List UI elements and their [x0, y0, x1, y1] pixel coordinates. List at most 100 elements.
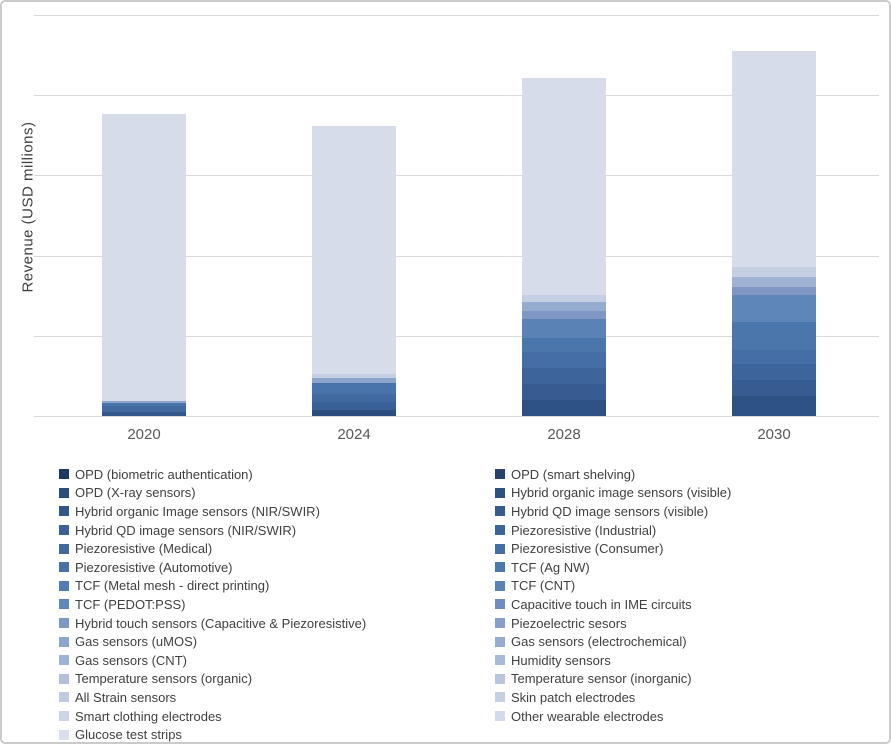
legend-item-label: Piezoelectric sesors: [511, 615, 627, 631]
legend-swatch-icon: [495, 580, 505, 591]
legend-item: Hybrid QD image sensors (visible): [495, 502, 879, 521]
legend-item-label: OPD (smart shelving): [511, 466, 636, 482]
gridline: [34, 255, 879, 257]
gridline: [34, 335, 879, 337]
stacked-bar-2020: [102, 114, 186, 416]
plot-area: [34, 15, 879, 417]
legend-swatch-icon: [59, 580, 69, 591]
legend-item-label: Hybrid QD image sensors (NIR/SWIR): [75, 522, 297, 538]
legend-swatch-icon: [495, 562, 505, 573]
legend-item: Gas sensors (uMOS): [59, 632, 495, 651]
legend-item: OPD (biometric authentication): [59, 465, 495, 484]
legend-item-label: OPD (X-ray sensors): [75, 485, 196, 501]
legend-item-label: TCF (PEDOT:PSS): [75, 596, 186, 612]
legend-swatch-icon: [59, 562, 69, 573]
x-axis-label-2030: 2030: [757, 426, 791, 443]
stacked-bar-2024: [312, 126, 396, 416]
legend-item-label: TCF (Metal mesh - direct printing): [75, 578, 270, 594]
legend-swatch-icon: [59, 525, 69, 536]
bar-slot-2020: [39, 15, 249, 416]
legend-item-label: Hybrid organic image sensors (visible): [511, 485, 732, 501]
legend-item-label: Humidity sensors: [511, 652, 611, 668]
legend-swatch-icon: [495, 469, 505, 480]
legend-swatch-icon: [495, 525, 505, 536]
bars-row: [39, 15, 879, 416]
gridline: [34, 416, 879, 417]
legend-swatch-icon: [495, 636, 505, 647]
legend-item: OPD (X-ray sensors): [59, 484, 495, 503]
legend-item: Hybrid organic image sensors (visible): [495, 484, 879, 503]
legend-swatch-icon: [59, 729, 69, 740]
legend-item-label: TCF (Ag NW): [511, 559, 590, 575]
legend-column-right: OPD (smart shelving) Hybrid organic imag…: [495, 465, 879, 742]
x-axis-label-2024: 2024: [337, 426, 371, 443]
legend-item: Piezoresistive (Medical): [59, 539, 495, 558]
stacked-bar-2028: [522, 77, 606, 416]
legend-swatch-icon: [59, 618, 69, 629]
legend-item: Skin patch electrodes: [495, 688, 879, 707]
legend-item: Temperature sensor (inorganic): [495, 670, 879, 689]
gridline: [34, 95, 879, 97]
legend-swatch-icon: [59, 469, 69, 480]
legend-item-label: Gas sensors (electrochemical): [511, 634, 687, 650]
legend-swatch-icon: [59, 711, 69, 722]
x-axis-label-2020: 2020: [127, 426, 161, 443]
legend-item: OPD (smart shelving): [495, 465, 879, 484]
legend-item: Gas sensors (CNT): [59, 651, 495, 670]
legend-item: Piezoresistive (Consumer): [495, 539, 879, 558]
legend-item: Gas sensors (electrochemical): [495, 632, 879, 651]
legend-swatch-icon: [59, 487, 69, 498]
bar-slot-2030: [669, 15, 879, 416]
legend-swatch-icon: [59, 673, 69, 684]
legend-item: Hybrid touch sensors (Capacitive & Piezo…: [59, 614, 495, 633]
legend-swatch-icon: [59, 543, 69, 554]
legend-item-label: OPD (biometric authentication): [75, 466, 253, 482]
legend-swatch-icon: [495, 543, 505, 554]
legend-item: All Strain sensors: [59, 688, 495, 707]
legend-item-label: Hybrid organic Image sensors (NIR/SWIR): [75, 503, 320, 519]
legend-item-label: Piezoresistive (Consumer): [511, 541, 664, 557]
legend-item-label: Piezoresistive (Automotive): [75, 559, 233, 575]
legend-swatch-icon: [495, 506, 505, 517]
legend-item: Smart clothing electrodes: [59, 707, 495, 726]
legend-swatch-icon: [495, 673, 505, 684]
legend-item-label: Skin patch electrodes: [511, 689, 636, 705]
legend-swatch-icon: [59, 655, 69, 666]
stacked-bar-2030: [732, 50, 816, 416]
legend-item: Hybrid organic Image sensors (NIR/SWIR): [59, 502, 495, 521]
legend-item-label: Other wearable electrodes: [511, 708, 664, 724]
legend-item: Humidity sensors: [495, 651, 879, 670]
legend-swatch-icon: [495, 655, 505, 666]
y-axis-title: Revenue (USD millions): [19, 121, 37, 293]
legend-item: TCF (PEDOT:PSS): [59, 595, 495, 614]
legend-item: Piezoresistive (Industrial): [495, 521, 879, 540]
legend-item-label: Smart clothing electrodes: [75, 708, 222, 724]
legend-swatch-icon: [495, 711, 505, 722]
legend-item-label: Gas sensors (CNT): [75, 652, 187, 668]
legend-item: Temperature sensors (organic): [59, 670, 495, 689]
legend-item: Piezoresistive (Automotive): [59, 558, 495, 577]
x-axis-labels: 2020 2024 2028 2030: [39, 426, 879, 443]
legend-swatch-icon: [495, 487, 505, 498]
legend-item-label: Piezoresistive (Industrial): [511, 522, 657, 538]
legend-item-label: Temperature sensors (organic): [75, 671, 253, 687]
legend-swatch-icon: [495, 599, 505, 610]
legend: OPD (biometric authentication) OPD (X-ra…: [59, 465, 879, 743]
legend-swatch-icon: [59, 636, 69, 647]
legend-item-label: Hybrid touch sensors (Capacitive & Piezo…: [75, 615, 367, 631]
legend-swatch-icon: [495, 692, 505, 703]
legend-item: TCF (CNT): [495, 577, 879, 596]
legend-item-label: Hybrid QD image sensors (visible): [511, 503, 709, 519]
x-axis-label-2028: 2028: [547, 426, 581, 443]
legend-item-label: Glucose test strips: [75, 727, 182, 743]
legend-item: Hybrid QD image sensors (NIR/SWIR): [59, 521, 495, 540]
legend-item-label: Temperature sensor (inorganic): [511, 671, 692, 687]
legend-swatch-icon: [59, 599, 69, 610]
legend-item-label: Gas sensors (uMOS): [75, 634, 198, 650]
legend-item: TCF (Ag NW): [495, 558, 879, 577]
legend-item: TCF (Metal mesh - direct printing): [59, 577, 495, 596]
bar-slot-2028: [459, 15, 669, 416]
legend-item-label: Capacitive touch in IME circuits: [511, 596, 692, 612]
bar-slot-2024: [249, 15, 459, 416]
